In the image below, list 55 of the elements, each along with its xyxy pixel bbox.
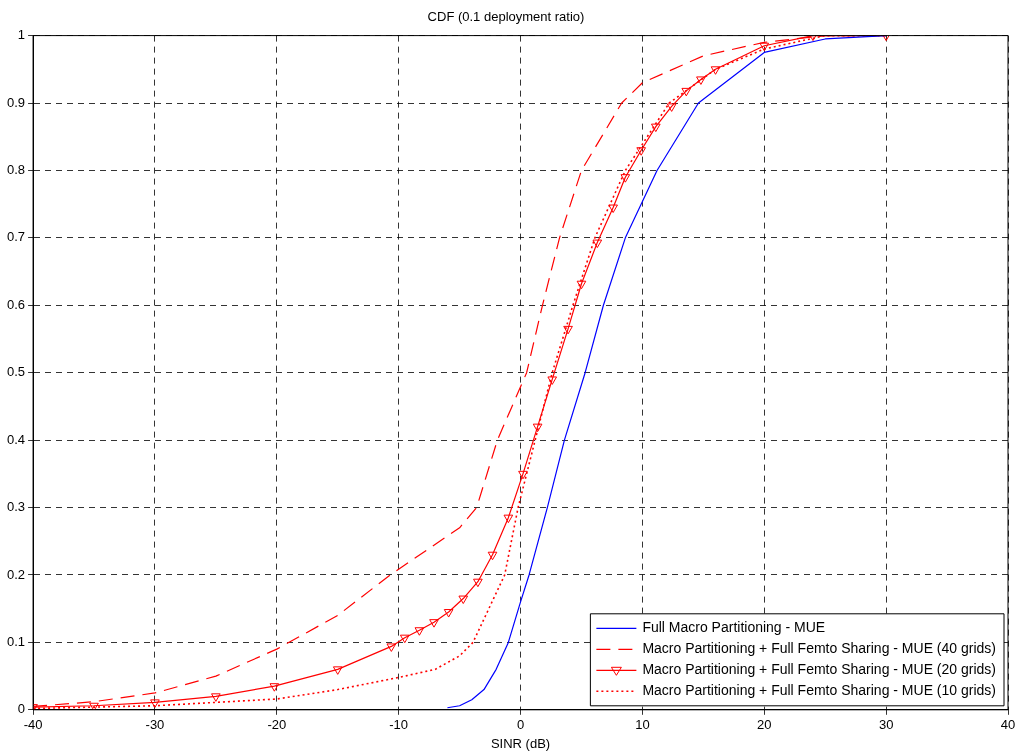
point	[269, 683, 280, 692]
point	[696, 76, 706, 85]
y-tick-label: 0.9	[6, 94, 26, 110]
point	[547, 376, 558, 385]
x-tick-label: 20	[757, 717, 772, 733]
legend-label: Macro Partitioning + Full Femto Sharing - MUE (40 grids)	[642, 640, 996, 657]
point	[563, 325, 573, 335]
x-tick-label: 30	[878, 717, 894, 733]
point	[608, 204, 618, 214]
y-tick-label: 0.8	[6, 162, 26, 178]
point	[681, 87, 692, 97]
x-tick-label: -40	[23, 717, 43, 733]
point	[429, 619, 439, 628]
legend-label: Macro Partitioning + Full Femto Sharing - MUE (20 grids)	[642, 661, 996, 678]
y-tick-label: 0.2	[6, 566, 26, 582]
point	[710, 66, 721, 75]
point	[532, 423, 543, 433]
point	[759, 42, 770, 52]
point	[150, 699, 160, 708]
point	[620, 174, 631, 183]
y-tick-label: 0.4	[6, 431, 26, 447]
legend-label: Macro Partitioning + Full Femto Sharing - MUE (10 grids)	[642, 682, 996, 699]
x-axis-title: SINR (dB)	[490, 735, 551, 751]
x-tick-label: 40	[1000, 717, 1016, 733]
point	[473, 578, 483, 588]
point	[650, 123, 661, 133]
x-tick-label: -30	[145, 717, 165, 733]
x-tick-label: -20	[267, 717, 287, 733]
point	[518, 470, 528, 480]
x-tick-label: 10	[635, 717, 650, 733]
point	[458, 595, 469, 605]
point	[211, 693, 221, 702]
y-tick-label: 0.5	[6, 364, 26, 380]
point	[443, 609, 454, 618]
y-tick-label: 0.6	[6, 296, 26, 312]
point	[89, 702, 99, 710]
y-tick-label: 0.7	[6, 229, 26, 245]
point	[503, 514, 514, 524]
y-tick-label: 0	[17, 701, 26, 717]
point	[386, 643, 397, 652]
y-tick-label: 0.1	[6, 633, 26, 649]
point	[414, 627, 425, 636]
y-tick-label: 0.3	[6, 499, 26, 515]
point	[576, 280, 587, 290]
x-tick-label: -10	[389, 717, 409, 733]
chart-title: CDF (0.1 deployment ratio)	[427, 9, 585, 25]
x-tick-label: 0	[516, 717, 525, 733]
y-tick-label: 1	[17, 27, 26, 43]
point	[666, 103, 677, 112]
point	[636, 147, 647, 156]
point	[487, 551, 498, 561]
point	[592, 239, 603, 249]
point	[332, 666, 343, 675]
point	[399, 634, 410, 644]
legend-label: Full Macro Partitioning - MUE	[642, 619, 826, 636]
